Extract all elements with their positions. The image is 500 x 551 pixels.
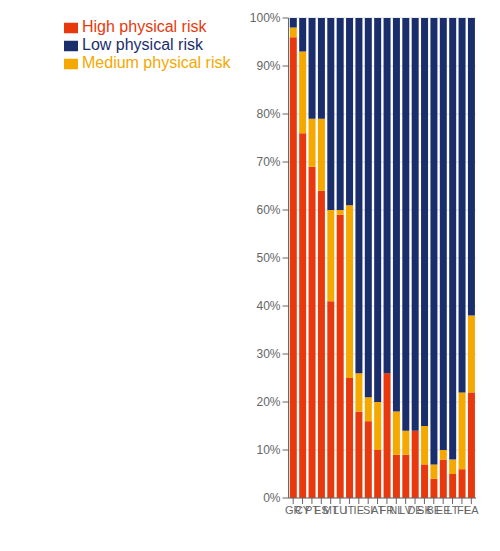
svg-text:80%: 80% <box>256 107 280 121</box>
svg-text:40%: 40% <box>256 299 280 313</box>
svg-text:60%: 60% <box>256 203 280 217</box>
svg-text:0%: 0% <box>263 491 281 505</box>
svg-text:90%: 90% <box>256 59 280 73</box>
svg-text:20%: 20% <box>256 395 280 409</box>
svg-text:50%: 50% <box>256 251 280 265</box>
svg-text:EA: EA <box>464 504 479 516</box>
svg-text:10%: 10% <box>256 443 280 457</box>
svg-text:70%: 70% <box>256 155 280 169</box>
svg-text:100%: 100% <box>250 11 281 25</box>
svg-text:30%: 30% <box>256 347 280 361</box>
